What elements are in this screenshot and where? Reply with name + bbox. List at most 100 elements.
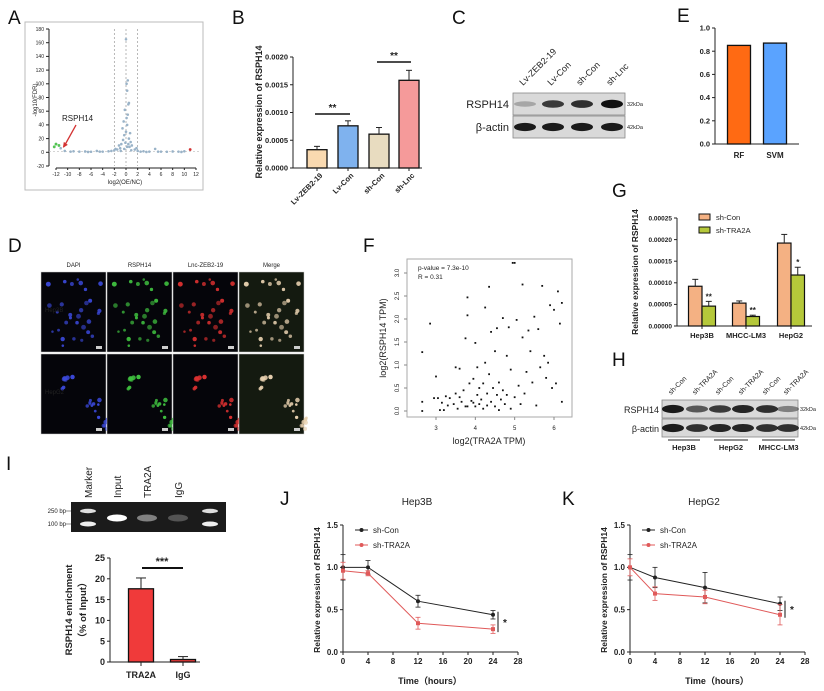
cell-nucleus [302,426,308,431]
x-tick-label: -10 [64,172,71,178]
cell-nucleus [147,324,152,330]
volcano-point [124,37,128,41]
legend-label: sh-Con [716,213,740,222]
volcano-point-down [54,142,58,146]
cell-nucleus [259,344,263,347]
volcano-point [118,146,122,150]
y-tick-label: 0.00005 [649,302,673,309]
bar-RF [726,44,752,145]
x-axis-label: Time（hours） [685,676,749,686]
cell-nucleus [68,312,73,317]
micrograph-HepG2-RSPH14 [106,353,176,435]
scatter-point [525,371,528,373]
cell-nucleus [286,298,291,303]
group-label: MHCC-LM3 [759,443,799,452]
legend-label: sh-TRA2A [716,226,751,235]
cell-nucleus [281,287,286,292]
scatter-point [486,404,489,407]
scatter-point [503,403,506,405]
volcano-point [129,140,132,144]
y-axis-label: -log10(FDR) [33,83,39,116]
micrograph-HepG2-Lnc-ZEB2-19 [172,353,242,435]
cell-nucleus [86,319,92,324]
series-line-sh-TRA2A [629,566,781,616]
y-tick-label: 0.00025 [649,215,673,222]
legend-swatch [698,213,711,221]
x-tick-label: 28 [801,657,810,666]
scatter-point [437,397,439,400]
cell-nucleus [134,312,139,317]
cell-nucleus [243,281,249,287]
volcano-point [83,150,87,153]
cell-nucleus [295,397,300,403]
scatter-point [476,366,479,369]
cell-nucleus [291,409,295,413]
volcano-point [121,127,124,130]
x-tick-label: 6 [160,172,163,178]
series-line-sh-TRA2A [342,570,494,630]
marker-band-100 [202,521,218,527]
y-tick-label: 25 [95,553,105,563]
cell-nucleus [220,401,224,405]
x-tick-label: Lv-ZEB2-19 [289,171,325,207]
y-tick-label: 120 [36,68,45,74]
x-tick-label: -4 [100,172,105,178]
volcano-point [183,149,186,153]
data-point [653,591,657,596]
cell-nucleus [152,319,158,324]
cell-nucleus [245,303,250,308]
scatter-point [494,405,496,408]
lane-label: sh-Con [761,375,782,396]
cell-nucleus [57,328,61,332]
cell-nucleus [162,415,167,420]
gel-lane-label: Marker [84,466,95,498]
panel-label-d: D [8,236,22,257]
panel-label-f: F [363,236,375,257]
scatter-point [559,322,561,325]
micrograph-Hep3B-Merge [238,271,305,353]
cell-nucleus [282,300,287,306]
row-label: Hep3B [45,308,63,314]
cell-nucleus [70,374,75,380]
scatter-point [498,381,500,384]
cell-nucleus [274,313,279,319]
scatter-point [509,368,512,371]
scatter-point [500,398,502,401]
scatter-point [549,304,551,307]
bar-sh-TRA2A-Hep3B [701,305,717,327]
x-tick-label: SVM [766,151,784,160]
cell-nucleus [230,281,235,286]
cell-nucleus [295,308,300,313]
scatter-point [496,394,498,396]
volcano-point [148,150,151,153]
scatter-point [494,350,496,353]
x-tick-label: 16 [726,657,735,666]
y-tick-label: 0.4 [700,93,711,102]
x-tick-label: -6 [89,172,94,178]
x-tick-label: -12 [52,172,59,178]
scatter-point [466,296,469,299]
blot-band [686,424,708,432]
cell-nucleus [279,324,284,330]
data-point [703,585,707,590]
cell-nucleus [97,403,100,406]
scatter-point [533,315,536,318]
volcano-point [139,150,142,153]
lane-label: sh-Lnc [604,61,631,88]
legend-swatch [698,226,711,234]
y-axis-label: Relative expression of RSPH14 [254,45,264,178]
scatter-point [433,397,435,400]
cell-nucleus [142,313,147,319]
cell-nucleus [266,316,270,320]
blot-band [777,405,799,413]
blot-band [601,122,623,132]
volcano-point [127,137,131,140]
x-tick-label: 4 [474,426,478,432]
scatter-point [444,395,447,398]
panel-label-a: A [8,8,21,29]
scatter-point [470,399,473,402]
annotation-label: RSPH14 [62,114,94,123]
scatter-point [498,409,500,411]
scale-bar [162,428,168,431]
